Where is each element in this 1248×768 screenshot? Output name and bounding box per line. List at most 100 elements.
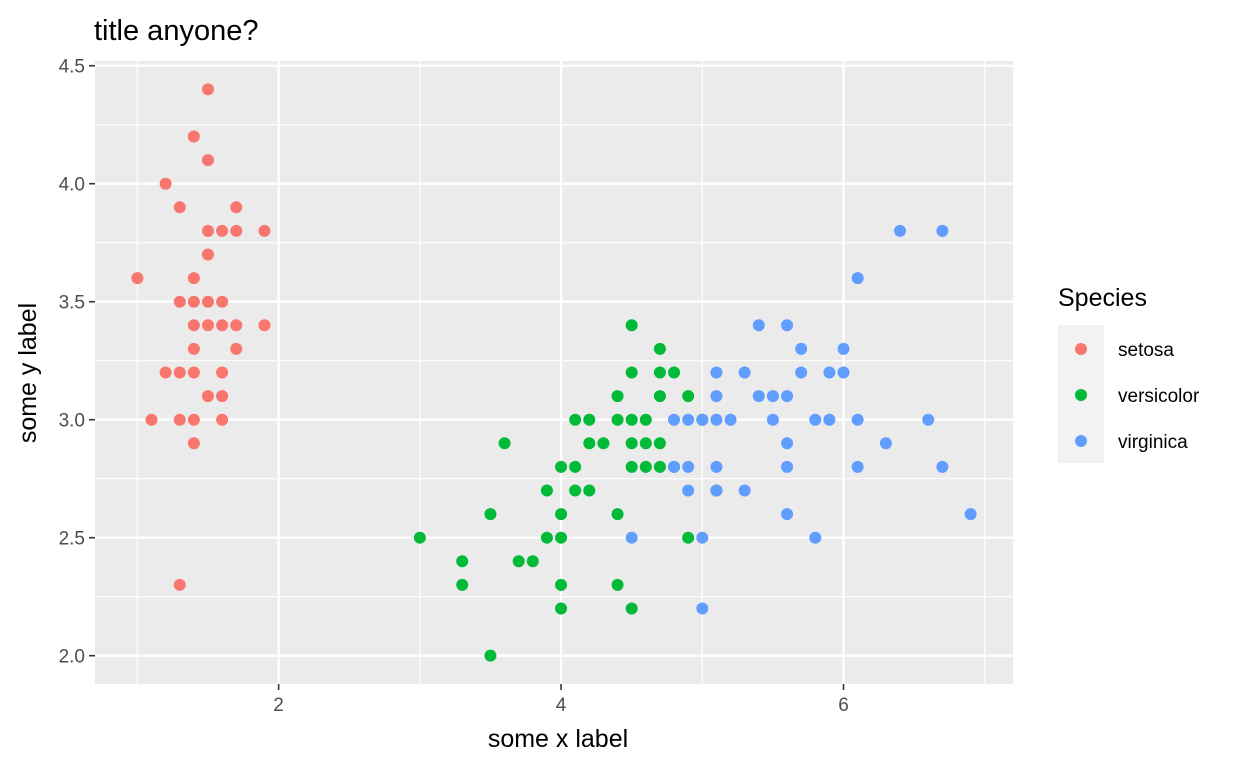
scatter-point-versicolor (540, 484, 553, 497)
scatter-point-setosa (230, 224, 243, 237)
scatter-point-virginica (696, 602, 709, 615)
y-axis-title: some y label (14, 303, 42, 443)
scatter-point-setosa (258, 224, 271, 237)
scatter-point-setosa (187, 295, 200, 308)
scatter-point-setosa (173, 366, 186, 379)
scatter-point-virginica (682, 484, 695, 497)
scatter-point-setosa (230, 201, 243, 214)
scatter-point-virginica (752, 390, 765, 403)
scatter-point-setosa (201, 319, 214, 332)
scatter-point-versicolor (526, 555, 539, 568)
scatter-point-versicolor (540, 531, 553, 544)
legend-title: Species (1058, 284, 1147, 312)
chart-title: title anyone? (94, 15, 258, 47)
scatter-point-setosa (216, 295, 229, 308)
scatter-point-setosa (187, 319, 200, 332)
x-axis-tick-label: 4 (556, 695, 567, 716)
scatter-point-setosa (230, 342, 243, 355)
minor-gridlines (95, 61, 1013, 684)
scatter-point-virginica (851, 460, 864, 473)
scatter-point-virginica (781, 319, 794, 332)
data-points (131, 83, 977, 662)
scatter-point-setosa (159, 366, 172, 379)
scatter-point-virginica (696, 413, 709, 426)
scatter-point-versicolor (653, 460, 666, 473)
scatter-point-versicolor (611, 413, 624, 426)
legend-marker-setosa (1075, 343, 1087, 355)
scatter-point-virginica (752, 319, 765, 332)
scatter-point-setosa (258, 319, 271, 332)
scatter-point-versicolor (555, 508, 568, 521)
scatter-point-setosa (173, 413, 186, 426)
y-axis-tick-label: 3.5 (59, 293, 85, 314)
legend-label-virginica: virginica (1118, 432, 1188, 453)
scatter-point-versicolor (569, 460, 582, 473)
scatter-point-versicolor (484, 649, 497, 662)
scatter-point-versicolor (583, 437, 596, 450)
y-axis-tick-label: 2.0 (59, 647, 85, 668)
scatter-point-setosa (201, 390, 214, 403)
scatter-point-versicolor (639, 413, 652, 426)
x-axis-tick-label: 6 (838, 695, 849, 716)
scatter-point-versicolor (555, 578, 568, 591)
scatter-point-setosa (187, 413, 200, 426)
scatter-point-virginica (795, 366, 808, 379)
x-axis-title: some x label (488, 725, 628, 753)
scatter-point-versicolor (569, 413, 582, 426)
y-axis-tick-label: 4.5 (59, 57, 85, 78)
scatter-point-versicolor (625, 413, 638, 426)
scatter-point-versicolor (625, 602, 638, 615)
scatter-point-versicolor (639, 460, 652, 473)
x-axis-tick-label: 2 (273, 695, 284, 716)
scatter-point-versicolor (653, 390, 666, 403)
scatter-point-virginica (625, 531, 638, 544)
scatter-point-virginica (823, 413, 836, 426)
scatter-point-virginica (964, 508, 977, 521)
scatter-point-versicolor (555, 460, 568, 473)
scatter-point-versicolor (555, 531, 568, 544)
scatter-point-virginica (851, 413, 864, 426)
scatter-point-virginica (837, 366, 850, 379)
scatter-point-versicolor (625, 366, 638, 379)
scatter-point-virginica (781, 390, 794, 403)
scatter-point-setosa (230, 319, 243, 332)
scatter-point-setosa (187, 130, 200, 143)
scatter-point-versicolor (668, 366, 681, 379)
y-axis-tick-label: 3.0 (59, 411, 85, 432)
scatter-point-versicolor (484, 508, 497, 521)
scatter-point-versicolor (625, 460, 638, 473)
axis-tick-labels: 2 4 6 2.0 2.5 3.0 3.5 4.0 4.5 (59, 57, 849, 716)
scatter-point-versicolor (597, 437, 610, 450)
legend-label-setosa: setosa (1118, 340, 1174, 361)
scatter-point-virginica (823, 366, 836, 379)
scatter-point-versicolor (625, 319, 638, 332)
scatter-point-setosa (187, 272, 200, 285)
scatter-point-versicolor (413, 531, 426, 544)
scatter-point-setosa (201, 83, 214, 96)
scatter-point-setosa (173, 201, 186, 214)
scatter-point-versicolor (611, 508, 624, 521)
scatter-point-setosa (173, 578, 186, 591)
scatter-point-versicolor (456, 555, 469, 568)
scatter-point-setosa (145, 413, 158, 426)
scatter-point-setosa (187, 342, 200, 355)
legend-marker-versicolor (1075, 389, 1087, 401)
scatter-point-versicolor (498, 437, 511, 450)
scatter-point-versicolor (456, 578, 469, 591)
major-gridlines (95, 61, 1013, 684)
scatter-point-virginica (738, 366, 751, 379)
scatter-point-virginica (738, 484, 751, 497)
scatter-point-setosa (216, 413, 229, 426)
scatter-point-virginica (879, 437, 892, 450)
scatter-point-setosa (131, 272, 144, 285)
scatter-point-setosa (216, 224, 229, 237)
scatter-point-virginica (682, 413, 695, 426)
scatter-point-setosa (201, 154, 214, 167)
legend-label-versicolor: versicolor (1118, 386, 1200, 407)
scatter-point-versicolor (682, 531, 695, 544)
scatter-point-setosa (216, 390, 229, 403)
scatter-point-virginica (781, 460, 794, 473)
scatter-point-virginica (936, 224, 949, 237)
scatter-point-versicolor (653, 342, 666, 355)
